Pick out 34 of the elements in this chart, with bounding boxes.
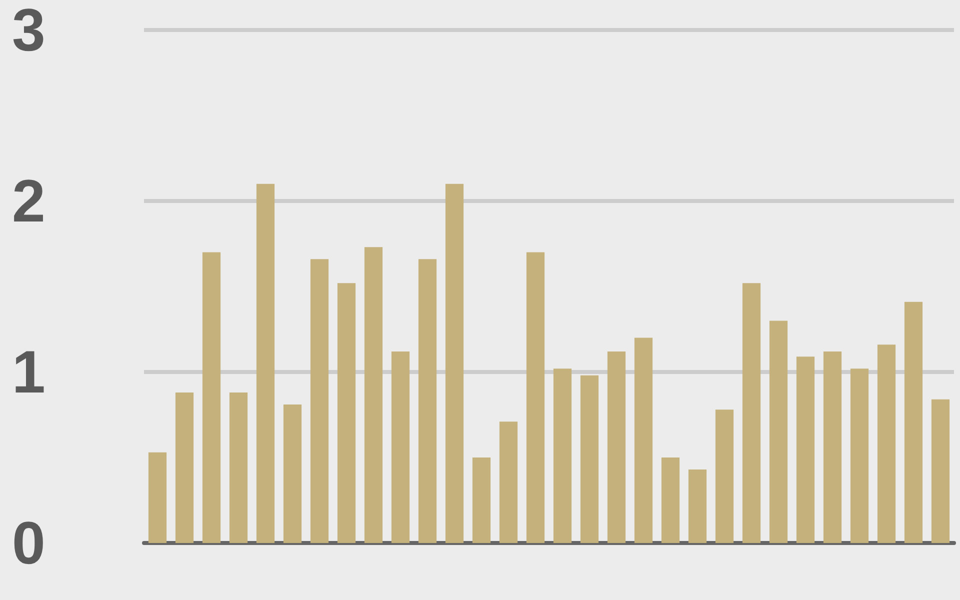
bar [310, 259, 329, 543]
bar [580, 375, 599, 543]
bar [688, 469, 707, 543]
bar [445, 184, 464, 543]
bar [769, 320, 788, 543]
bar [553, 368, 572, 543]
y-tick-label: 1 [12, 338, 46, 406]
bar [607, 351, 626, 543]
bar [904, 302, 923, 543]
y-tick-label: 3 [12, 0, 46, 64]
y-tick-label: 0 [12, 510, 46, 576]
bar [229, 392, 248, 543]
bar [796, 356, 815, 543]
bar [391, 351, 410, 543]
bar [418, 259, 437, 543]
bar [175, 392, 194, 543]
bar [499, 422, 518, 543]
y-tick-label: 2 [12, 168, 46, 234]
bar [715, 410, 734, 543]
bar [526, 252, 545, 543]
bar [850, 368, 869, 543]
bar [256, 184, 275, 543]
bar [823, 351, 842, 543]
bar [661, 458, 680, 543]
bar [472, 458, 491, 543]
bar [931, 399, 950, 543]
bar [283, 404, 302, 543]
bar [148, 452, 167, 543]
bar [337, 283, 356, 543]
bar [634, 338, 653, 543]
bar [202, 252, 221, 543]
bar [364, 247, 383, 543]
bar [742, 283, 761, 543]
bar [877, 344, 896, 543]
